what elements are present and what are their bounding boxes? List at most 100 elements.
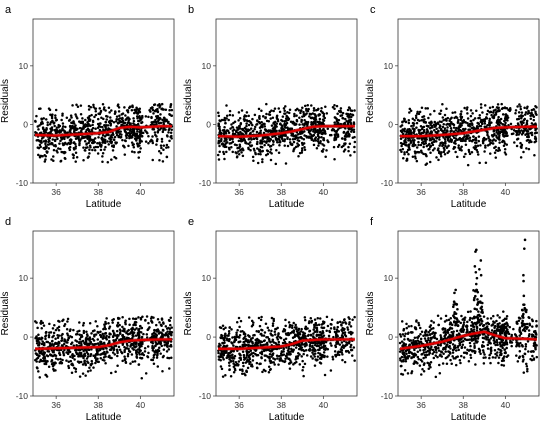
scatter-point bbox=[164, 108, 168, 111]
scatter-point bbox=[428, 142, 431, 146]
scatter-point bbox=[104, 145, 107, 149]
scatter-point bbox=[522, 150, 525, 154]
scatter-point bbox=[89, 106, 93, 109]
scatter-point bbox=[116, 350, 119, 353]
scatter-point bbox=[502, 140, 506, 143]
scatter-point bbox=[335, 328, 339, 331]
scatter-point bbox=[342, 144, 345, 148]
scatter-point bbox=[335, 129, 338, 133]
scatter-point bbox=[38, 376, 42, 379]
scatter-point bbox=[220, 353, 223, 357]
scatter-point bbox=[329, 369, 333, 372]
scatter-point bbox=[486, 109, 490, 113]
scatter-point bbox=[516, 122, 520, 125]
scatter-point bbox=[443, 148, 446, 152]
scatter-point bbox=[156, 107, 159, 111]
scatter-point bbox=[489, 141, 492, 145]
scatter-point bbox=[283, 109, 286, 112]
scatter-point bbox=[313, 131, 317, 134]
scatter-point bbox=[118, 331, 122, 335]
scatter-point bbox=[44, 334, 48, 337]
scatter-point bbox=[74, 367, 78, 371]
scatter-point bbox=[149, 317, 153, 320]
scatter-point bbox=[417, 143, 420, 147]
scatter-point bbox=[228, 364, 231, 367]
scatter-point bbox=[430, 141, 434, 145]
scatter-point bbox=[160, 102, 164, 106]
scatter-point bbox=[65, 142, 69, 146]
scatter-point bbox=[275, 122, 279, 125]
scatter-point bbox=[411, 117, 415, 120]
scatter-point bbox=[494, 111, 498, 114]
y-tick-label: -10 bbox=[199, 391, 212, 401]
scatter-point bbox=[411, 155, 415, 158]
scatter-point bbox=[96, 141, 99, 145]
scatter-point bbox=[37, 139, 41, 142]
scatter-point bbox=[130, 150, 134, 153]
scatter-point bbox=[451, 111, 454, 114]
scatter-point bbox=[99, 353, 102, 356]
scatter-point bbox=[93, 356, 97, 360]
scatter-point bbox=[414, 143, 417, 147]
scatter-point bbox=[310, 138, 313, 141]
scatter-point bbox=[293, 333, 297, 337]
scatter-point bbox=[433, 109, 436, 113]
scatter-point bbox=[216, 153, 220, 157]
scatter-point bbox=[235, 320, 239, 324]
scatter-point bbox=[320, 323, 324, 326]
scatter-point bbox=[503, 333, 507, 336]
scatter-point bbox=[120, 351, 124, 355]
scatter-point bbox=[156, 342, 159, 346]
scatter-point bbox=[244, 361, 248, 364]
scatter-point bbox=[447, 144, 450, 147]
scatter-point bbox=[37, 107, 41, 110]
scatter-point bbox=[169, 135, 172, 139]
scatter-point bbox=[159, 121, 163, 125]
scatter-point bbox=[96, 117, 100, 121]
scatter-point bbox=[67, 366, 71, 370]
scatter-point bbox=[489, 152, 492, 155]
scatter-point bbox=[503, 106, 507, 110]
scatter-point bbox=[81, 121, 85, 125]
scatter-point bbox=[509, 122, 513, 126]
scatter-point bbox=[233, 363, 237, 367]
scatter-point bbox=[471, 112, 474, 115]
scatter-point bbox=[103, 350, 106, 354]
scatter-point bbox=[473, 138, 476, 141]
scatter-point bbox=[279, 357, 282, 360]
scatter-point bbox=[220, 118, 224, 122]
scatter-point bbox=[256, 161, 260, 165]
scatter-point bbox=[161, 160, 165, 163]
y-tick-label: -10 bbox=[16, 391, 29, 401]
plot-frame bbox=[397, 18, 540, 184]
scatter-point bbox=[37, 344, 40, 347]
x-tick-label: 38 bbox=[459, 187, 469, 197]
scatter-point bbox=[316, 137, 320, 141]
scatter-point bbox=[280, 126, 283, 130]
scatter-point bbox=[292, 348, 295, 351]
scatter-point bbox=[124, 139, 127, 143]
scatter-point bbox=[308, 347, 312, 351]
scatter-point bbox=[235, 143, 238, 147]
scatter-point bbox=[449, 130, 452, 133]
y-tick-label: -10 bbox=[381, 391, 394, 401]
scatter-point bbox=[274, 136, 278, 140]
scatter-point bbox=[93, 137, 97, 140]
scatter-point bbox=[315, 326, 318, 330]
scatter-point bbox=[479, 352, 482, 356]
scatter-point bbox=[277, 151, 281, 155]
scatter-point bbox=[318, 346, 322, 350]
scatter-point bbox=[309, 355, 313, 358]
scatter-point bbox=[259, 131, 262, 134]
scatter-point bbox=[405, 130, 409, 134]
scatter-point bbox=[169, 323, 172, 327]
scatter-point bbox=[322, 119, 326, 122]
scatter-point bbox=[75, 155, 79, 159]
scatter-point bbox=[482, 356, 485, 360]
scatter-point bbox=[321, 111, 324, 114]
scatter-point bbox=[54, 361, 57, 365]
scatter-point bbox=[93, 149, 97, 152]
scatter-point bbox=[333, 350, 337, 353]
scatter-point bbox=[221, 336, 224, 340]
